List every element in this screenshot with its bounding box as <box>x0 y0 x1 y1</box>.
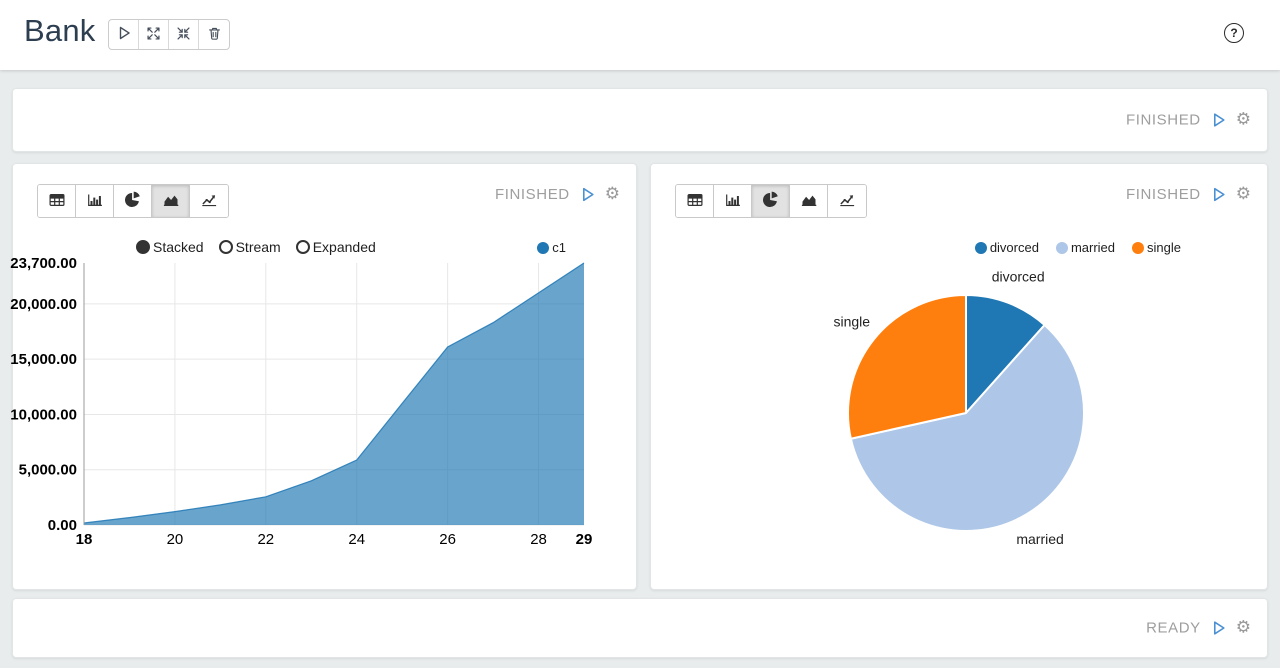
status-text: READY <box>1146 619 1201 637</box>
legend-dot <box>1132 241 1145 254</box>
svg-text:15,000.00: 15,000.00 <box>10 351 77 368</box>
status-cluster: READY ⚙ <box>1146 617 1251 638</box>
gear-icon[interactable]: ⚙ <box>1235 184 1251 204</box>
pie-chart-icon <box>124 191 142 211</box>
svg-text:20,000.00: 20,000.00 <box>10 296 77 313</box>
snippet-row-bottom: READY ⚙ <box>12 598 1268 658</box>
header-toolbar <box>108 19 230 50</box>
area-mode-controls: Stacked Stream Expanded <box>136 239 376 255</box>
chart-type-line-button[interactable] <box>828 185 866 217</box>
status-text: FINISHED <box>1125 111 1201 129</box>
collapse-all-button[interactable] <box>169 20 199 49</box>
bar-chart-icon <box>724 192 742 211</box>
svg-text:22: 22 <box>257 531 274 548</box>
play-icon <box>116 25 132 44</box>
svg-text:26: 26 <box>439 531 456 548</box>
table-icon <box>48 192 66 211</box>
pie-chart: divorced married single <box>834 268 1085 547</box>
expand-all-button[interactable] <box>139 20 169 49</box>
radio-label: Expanded <box>312 239 376 255</box>
chart-type-bar-button[interactable] <box>76 185 114 217</box>
status-cluster: FINISHED ⚙ <box>1125 109 1251 130</box>
trash-icon <box>207 26 222 44</box>
snippet-row-top: FINISHED ⚙ <box>12 88 1268 152</box>
chart-type-table-button[interactable] <box>38 185 76 217</box>
svg-text:28: 28 <box>530 531 547 548</box>
help-icon[interactable]: ? <box>1224 23 1244 43</box>
chart-type-area-button[interactable] <box>152 185 190 217</box>
chart-type-table-button[interactable] <box>676 185 714 217</box>
svg-text:0.00: 0.00 <box>48 517 77 534</box>
svg-text:24: 24 <box>348 531 365 548</box>
radio-dot-stream <box>218 240 233 254</box>
play-icon[interactable] <box>1210 112 1227 129</box>
play-icon[interactable] <box>1210 186 1227 203</box>
gear-icon[interactable]: ⚙ <box>1235 109 1251 130</box>
collapse-arrows-icon <box>176 26 191 44</box>
bar-chart-icon <box>86 192 104 211</box>
expand-arrows-icon <box>146 26 161 44</box>
legend-item-married[interactable]: married <box>1055 240 1116 255</box>
play-icon[interactable] <box>1210 620 1227 637</box>
area-chart-icon <box>162 192 180 211</box>
legend-item-single[interactable]: single <box>1132 240 1181 255</box>
svg-text:23,700.00: 23,700.00 <box>10 255 77 272</box>
legend-dot <box>974 241 987 254</box>
pie-chart-icon <box>762 191 780 211</box>
radio-dot-stacked <box>136 240 150 254</box>
chart-type-pie-button[interactable] <box>752 185 790 217</box>
status-cluster: FINISHED ⚙ <box>494 184 620 204</box>
status-text: FINISHED <box>494 186 570 203</box>
chart-type-toolbar <box>37 184 229 218</box>
chart-type-pie-button[interactable] <box>114 185 152 217</box>
chart-type-area-button[interactable] <box>790 185 828 217</box>
area-chart-icon <box>800 192 818 211</box>
legend-label: single <box>1147 240 1181 255</box>
legend-label: c1 <box>552 240 566 255</box>
gear-icon[interactable]: ⚙ <box>1235 617 1251 638</box>
run-all-button[interactable] <box>109 20 139 49</box>
svg-text:5,000.00: 5,000.00 <box>19 462 77 479</box>
pie-legend: divorced married single <box>974 240 1181 255</box>
chart-type-line-button[interactable] <box>190 185 228 217</box>
table-icon <box>686 192 704 211</box>
area-chart-panel: FINISHED ⚙ Stacked Stream Expanded c1 0.… <box>10 163 637 590</box>
chart-type-toolbar <box>675 184 867 218</box>
legend-dot <box>1055 241 1068 254</box>
svg-text:29: 29 <box>576 531 593 548</box>
svg-text:18: 18 <box>76 531 93 548</box>
pie-chart-panel: FINISHED ⚙ divorced married single divor… <box>650 163 1268 590</box>
legend-label: divorced <box>989 240 1039 255</box>
radio-label: Stream <box>235 239 281 255</box>
status-cluster: FINISHED ⚙ <box>1125 184 1251 204</box>
status-text: FINISHED <box>1125 186 1201 203</box>
radio-stacked[interactable]: Stacked <box>136 239 204 255</box>
svg-text:married: married <box>1016 531 1063 547</box>
chart-type-bar-button[interactable] <box>714 185 752 217</box>
legend-item-c1[interactable]: c1 <box>537 240 566 255</box>
gear-icon[interactable]: ⚙ <box>604 184 620 204</box>
svg-text:divorced: divorced <box>992 268 1045 284</box>
page-title: Bank <box>24 13 96 48</box>
legend-label: married <box>1070 240 1116 255</box>
radio-expanded[interactable]: Expanded <box>295 239 376 255</box>
delete-button[interactable] <box>199 20 229 49</box>
radio-dot-expanded <box>295 240 310 254</box>
line-chart-icon <box>200 192 218 211</box>
legend-item-divorced[interactable]: divorced <box>974 240 1039 255</box>
legend-dot <box>537 241 550 254</box>
svg-text:10,000.00: 10,000.00 <box>10 406 77 423</box>
svg-text:single: single <box>834 314 871 330</box>
app-header: Bank <box>0 0 1280 70</box>
area-legend: c1 <box>537 240 566 255</box>
svg-text:20: 20 <box>167 531 184 548</box>
line-chart-icon <box>838 192 856 211</box>
stacked-area-chart: 0.00 5,000.00 10,000.00 15,000.00 20,000.00 2… <box>10 255 593 548</box>
radio-label: Stacked <box>153 239 204 255</box>
play-icon[interactable] <box>579 186 596 203</box>
radio-stream[interactable]: Stream <box>218 239 281 255</box>
